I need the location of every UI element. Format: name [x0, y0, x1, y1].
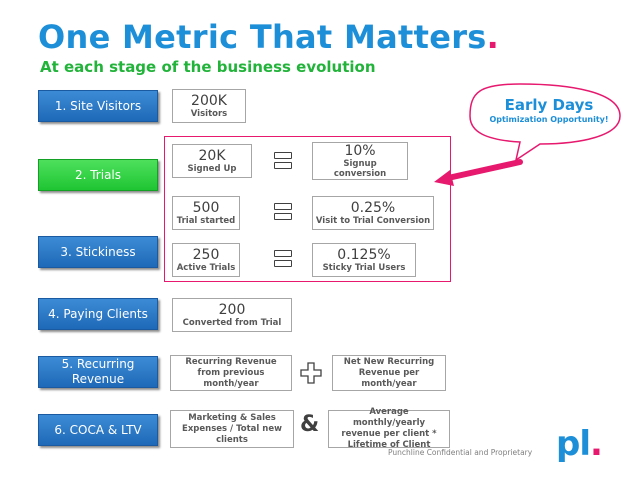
- recurring-revenue-box: Recurring Revenue from previous month/ye…: [170, 355, 292, 391]
- metric-label: Sticky Trial Users: [322, 262, 406, 273]
- metric-signed-up: 20K Signed Up: [172, 144, 252, 178]
- title-text: One Metric That Matters: [38, 18, 487, 56]
- metric-value: 0.125%: [337, 246, 391, 263]
- metric-value: 200K: [191, 92, 227, 109]
- metric-sticky-trial-users: 0.125% Sticky Trial Users: [312, 243, 416, 277]
- net-new-revenue-box: Net New Recurring Revenue per month/year: [332, 355, 446, 391]
- metric-value: 0.25%: [350, 199, 396, 216]
- metric-value: 200: [218, 301, 246, 318]
- brand-logo: pl.: [556, 424, 603, 464]
- equals-icon: [274, 152, 292, 170]
- stage-stickiness[interactable]: 3. Stickiness: [38, 236, 158, 268]
- equals-icon: [274, 203, 292, 221]
- plus-icon: [300, 362, 322, 384]
- metric-value: 20K: [198, 147, 226, 164]
- logo-text: pl: [556, 424, 591, 464]
- stage-trials[interactable]: 2. Trials: [38, 159, 158, 191]
- metric-label: Visit to Trial Conversion: [315, 215, 431, 226]
- metric-value: 250: [192, 246, 220, 263]
- stage-site-visitors[interactable]: 1. Site Visitors: [38, 90, 158, 122]
- arrow-icon: [434, 159, 523, 186]
- metric-signup-conversion: 10% Signup conversion: [312, 142, 408, 180]
- callout-title: Early Days: [504, 96, 594, 114]
- metric-trial-started: 500 Trial started: [172, 196, 240, 230]
- metric-converted: 200 Converted from Trial: [172, 298, 292, 332]
- page-title: One Metric That Matters.: [38, 18, 499, 56]
- metric-label: Signup conversion: [333, 158, 387, 179]
- ampersand-operator: &: [300, 412, 320, 437]
- stage-recurring-revenue[interactable]: 5. Recurring Revenue: [38, 356, 158, 388]
- metric-label: Signed Up: [187, 163, 237, 174]
- trials-highlight-frame: [164, 136, 451, 282]
- logo-dot: .: [590, 424, 603, 464]
- stage-paying-clients[interactable]: 4. Paying Clients: [38, 298, 158, 330]
- metric-label: Trial started: [176, 215, 236, 226]
- metric-value: 500: [192, 199, 220, 216]
- metric-value: 10%: [344, 142, 376, 159]
- metric-label: Active Trials: [176, 262, 236, 273]
- callout-subtitle: Optimization Opportunity!: [489, 115, 609, 124]
- title-dot: .: [486, 18, 500, 56]
- metric-active-trials: 250 Active Trials: [172, 243, 240, 277]
- stage-coca-ltv[interactable]: 6. COCA & LTV: [38, 414, 158, 446]
- metric-visit-trial-conversion: 0.25% Visit to Trial Conversion: [312, 196, 434, 230]
- metric-label: Visitors: [190, 108, 228, 119]
- marketing-expenses-box: Marketing & Sales Expenses / Total new c…: [170, 410, 294, 448]
- page-subtitle: At each stage of the business evolution: [40, 58, 376, 76]
- metric-visitors: 200K Visitors: [172, 89, 246, 123]
- footer-text: Punchline Confidential and Proprietary: [388, 448, 533, 457]
- equals-icon: [274, 250, 292, 268]
- metric-label: Converted from Trial: [182, 317, 282, 328]
- avg-revenue-box: Average monthly/yearly revenue per clien…: [328, 407, 450, 450]
- speech-bubble-icon: [469, 83, 621, 162]
